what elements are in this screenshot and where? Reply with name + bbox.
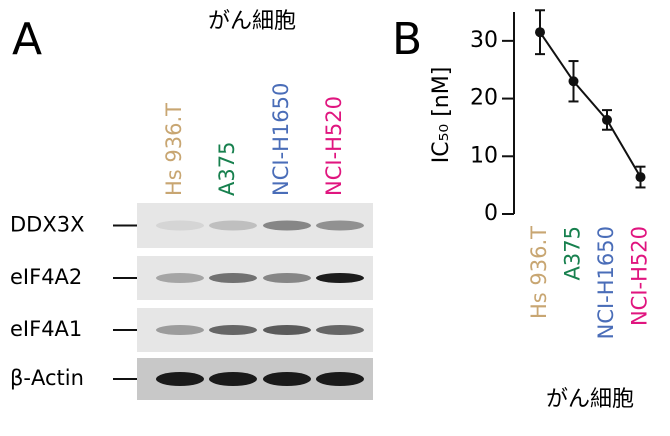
blot-band xyxy=(156,220,204,231)
lane-label: NCI-H520 xyxy=(322,96,346,196)
panel-label: B xyxy=(392,14,422,65)
lane-label: Hs 936.T xyxy=(162,103,186,196)
x-tick-label: NCI-H1650 xyxy=(594,226,618,339)
blot-band xyxy=(209,220,257,231)
blot-band xyxy=(263,273,311,283)
data-point xyxy=(635,172,646,183)
x-tick-label: Hs 936.T xyxy=(527,226,551,319)
x-tick-label: A375 xyxy=(561,226,585,280)
blot-band xyxy=(156,273,204,283)
x-axis-label: がん細胞 xyxy=(546,387,634,412)
protein-label: β-Actin xyxy=(10,366,84,390)
data-point xyxy=(568,76,579,87)
blot-band xyxy=(209,273,257,283)
blot-band xyxy=(316,325,364,335)
blot-band xyxy=(263,325,311,335)
data-point xyxy=(535,27,545,38)
protein-label: eIF4A1 xyxy=(10,317,82,341)
y-tick-label: 0 xyxy=(484,201,498,226)
y-axis-label: IC₅₀ [nM] xyxy=(429,67,454,164)
data-point xyxy=(602,114,612,125)
blot-band xyxy=(316,372,364,386)
blot-band xyxy=(316,273,364,283)
protein-label: eIF4A2 xyxy=(10,265,82,289)
series-line xyxy=(539,31,642,178)
blot-band xyxy=(316,220,364,231)
x-tick-label: NCI-H520 xyxy=(628,226,652,326)
blot-strip xyxy=(137,203,373,248)
blot-band xyxy=(156,372,204,386)
y-tick-label: 30 xyxy=(470,28,498,53)
panel-label: A xyxy=(12,14,42,65)
lane-label: A375 xyxy=(215,142,239,196)
y-tick-label: 10 xyxy=(470,143,498,168)
blot-band xyxy=(209,372,257,386)
protein-label: DDX3X xyxy=(10,213,84,237)
panel-header: がん細胞 xyxy=(208,9,296,34)
lane-label: NCI-H1650 xyxy=(269,83,293,196)
blot-band xyxy=(209,325,257,335)
y-tick-label: 20 xyxy=(470,86,498,111)
blot-band xyxy=(263,372,311,386)
blot-band xyxy=(263,220,311,231)
blot-band xyxy=(156,325,204,335)
